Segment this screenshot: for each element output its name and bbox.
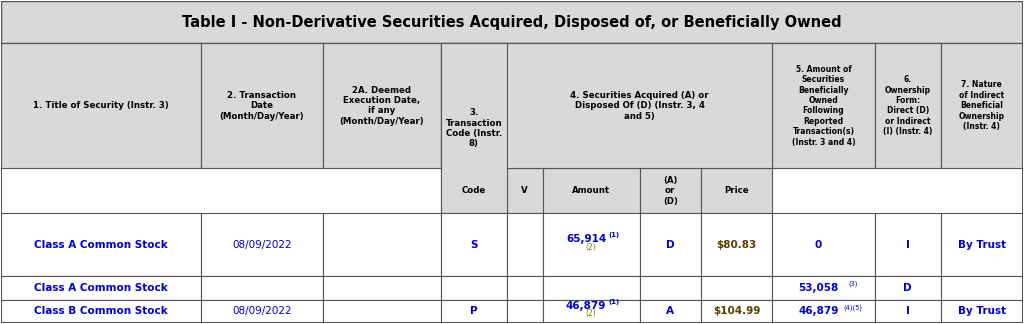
Text: Class B Common Stock: Class B Common Stock <box>34 307 168 316</box>
Text: 46,879: 46,879 <box>566 301 606 311</box>
Bar <box>874 300 941 323</box>
Text: $80.83: $80.83 <box>717 240 757 250</box>
Bar <box>640 214 700 276</box>
Text: 6.
Ownership
Form:
Direct (D)
or Indirect
(I) (Instr. 4): 6. Ownership Form: Direct (D) or Indirec… <box>883 75 933 136</box>
Text: I: I <box>906 307 909 316</box>
Bar <box>507 43 543 168</box>
Bar <box>543 168 640 214</box>
Bar <box>874 43 941 168</box>
Bar <box>640 43 700 168</box>
Bar <box>440 276 507 300</box>
Bar <box>507 214 543 276</box>
Bar <box>640 276 700 300</box>
Bar <box>941 276 1023 300</box>
Text: V: V <box>521 186 528 195</box>
Bar <box>440 43 507 168</box>
Text: (2): (2) <box>586 309 597 318</box>
Bar <box>507 168 543 214</box>
Bar <box>543 43 640 168</box>
Bar <box>201 43 324 168</box>
Text: S: S <box>470 240 477 250</box>
Text: 46,879: 46,879 <box>798 307 839 316</box>
Bar <box>1 300 201 323</box>
Bar <box>543 300 640 323</box>
Bar <box>941 214 1023 276</box>
Bar <box>874 276 941 300</box>
Text: (A)
or
(D): (A) or (D) <box>663 176 678 206</box>
Text: $104.99: $104.99 <box>713 307 761 316</box>
Text: 08/09/2022: 08/09/2022 <box>232 307 292 316</box>
Bar <box>700 43 772 168</box>
Bar <box>941 43 1023 168</box>
Text: I: I <box>906 240 909 250</box>
Text: Amount: Amount <box>572 186 610 195</box>
Text: 4. Securities Acquired (A) or
Disposed Of (D) (Instr. 3, 4
and 5): 4. Securities Acquired (A) or Disposed O… <box>570 91 709 121</box>
Text: Class A Common Stock: Class A Common Stock <box>34 283 168 293</box>
Text: 7. Nature
of Indirect
Beneficial
Ownership
(Instr. 4): 7. Nature of Indirect Beneficial Ownersh… <box>958 80 1005 131</box>
Text: By Trust: By Trust <box>957 307 1006 316</box>
Bar <box>1 276 201 300</box>
Bar <box>772 214 874 276</box>
Bar <box>1 43 201 168</box>
Bar <box>640 168 700 214</box>
Text: 2A. Deemed
Execution Date,
if any
(Month/Day/Year): 2A. Deemed Execution Date, if any (Month… <box>340 86 424 126</box>
Bar <box>700 276 772 300</box>
Bar <box>201 214 324 276</box>
Bar <box>772 300 874 323</box>
Text: (4)(5): (4)(5) <box>844 304 862 311</box>
Text: 2. Transaction
Date
(Month/Day/Year): 2. Transaction Date (Month/Day/Year) <box>219 91 304 121</box>
Bar <box>700 300 772 323</box>
Bar <box>543 276 640 300</box>
Bar <box>1 214 201 276</box>
Text: 65,914: 65,914 <box>566 234 606 244</box>
Bar <box>440 43 772 168</box>
Bar <box>324 300 440 323</box>
Text: D: D <box>666 240 675 250</box>
Bar <box>507 276 543 300</box>
Bar <box>772 276 874 300</box>
Text: 1. Title of Security (Instr. 3): 1. Title of Security (Instr. 3) <box>33 101 169 110</box>
Text: 53,058: 53,058 <box>799 283 839 293</box>
Bar <box>324 43 440 168</box>
Text: Class A Common Stock: Class A Common Stock <box>34 240 168 250</box>
Text: Code: Code <box>462 186 485 195</box>
Text: (1): (1) <box>608 299 620 305</box>
Bar <box>440 168 507 214</box>
Bar <box>440 214 507 276</box>
Bar <box>440 300 507 323</box>
Text: (3): (3) <box>849 281 858 287</box>
Text: 5. Amount of
Securities
Beneficially
Owned
Following
Reported
Transaction(s)
(In: 5. Amount of Securities Beneficially Own… <box>792 65 855 147</box>
Bar <box>440 43 507 214</box>
Bar <box>543 214 640 276</box>
Bar <box>201 300 324 323</box>
Bar <box>507 300 543 323</box>
Text: 3.
Transaction
Code (Instr.
8): 3. Transaction Code (Instr. 8) <box>445 108 502 148</box>
Text: Table I - Non-Derivative Securities Acquired, Disposed of, or Beneficially Owned: Table I - Non-Derivative Securities Acqu… <box>182 15 842 30</box>
Bar <box>772 43 874 168</box>
Bar <box>324 214 440 276</box>
Bar <box>874 214 941 276</box>
Bar <box>201 276 324 300</box>
Bar <box>700 214 772 276</box>
Text: A: A <box>667 307 674 316</box>
Text: (2): (2) <box>586 243 597 252</box>
Text: 08/09/2022: 08/09/2022 <box>232 240 292 250</box>
Text: D: D <box>903 283 912 293</box>
Bar <box>941 300 1023 323</box>
Bar <box>1 1 1023 43</box>
Bar <box>700 168 772 214</box>
Text: Price: Price <box>724 186 749 195</box>
Text: P: P <box>470 307 477 316</box>
Text: By Trust: By Trust <box>957 240 1006 250</box>
Bar <box>324 276 440 300</box>
Bar <box>640 300 700 323</box>
Text: (1): (1) <box>608 232 620 238</box>
Text: 0: 0 <box>815 240 822 250</box>
